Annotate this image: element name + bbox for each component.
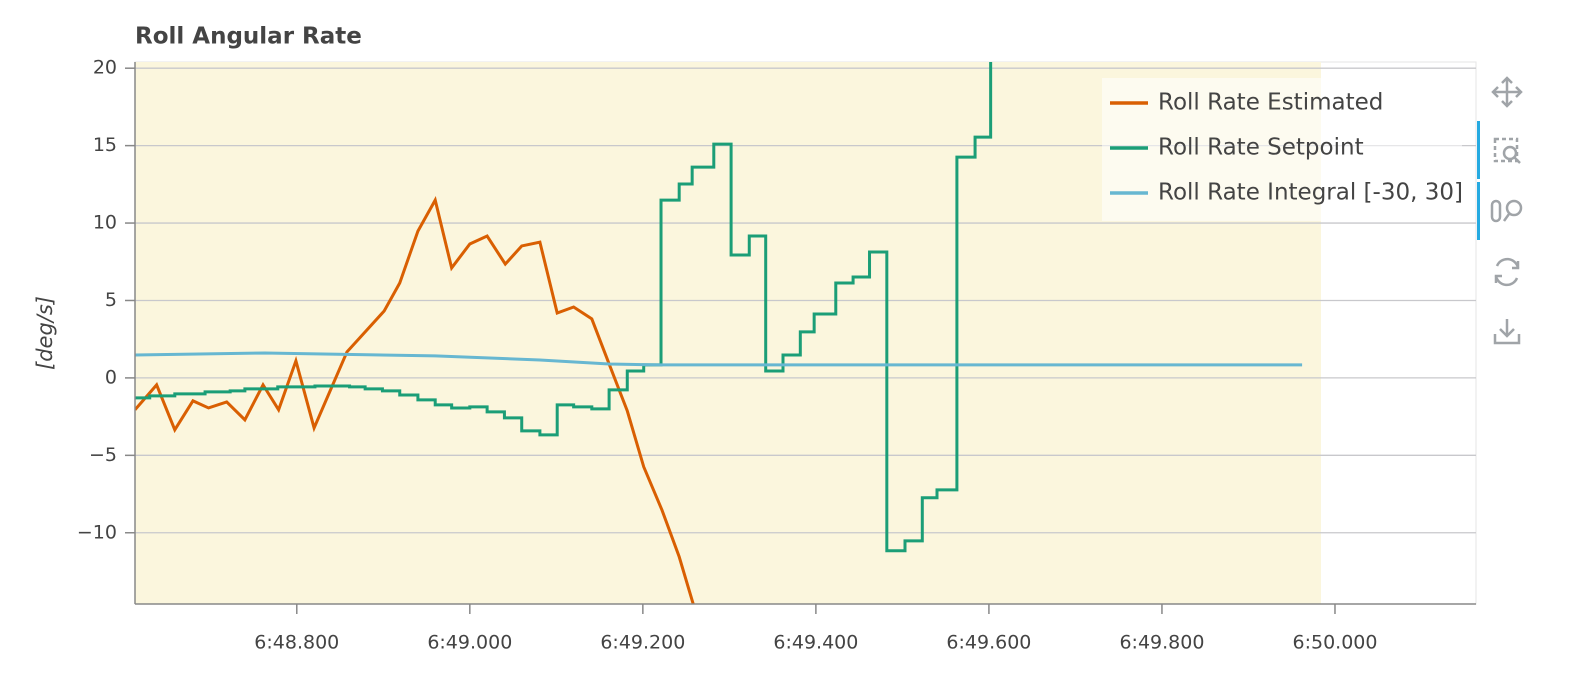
y-tick-label: 5 xyxy=(105,289,117,311)
series-line xyxy=(135,62,993,553)
y-tick-label: 10 xyxy=(93,212,117,234)
reset-tool[interactable] xyxy=(1494,257,1520,287)
active-indicator xyxy=(1477,182,1480,240)
legend-label: Roll Rate Estimated xyxy=(1158,90,1383,116)
toolbar xyxy=(1477,76,1523,345)
wheel-zoom-tool[interactable] xyxy=(1490,199,1523,223)
save-tool[interactable] xyxy=(1493,319,1521,345)
box-zoom-tool[interactable] xyxy=(1493,137,1521,164)
legend-label: Roll Rate Setpoint xyxy=(1158,135,1364,161)
y-tick-label: −5 xyxy=(89,444,117,466)
legend-box xyxy=(1102,78,1462,221)
x-tick-label: 6:49.200 xyxy=(600,632,685,654)
legend-label: Roll Rate Integral [-30, 30] xyxy=(1158,180,1463,206)
x-tick-label: 6:49.800 xyxy=(1119,632,1204,654)
x-tick-label: 6:50.000 xyxy=(1292,632,1377,654)
y-tick-label: 15 xyxy=(93,134,117,156)
pan-tool[interactable] xyxy=(1491,76,1523,108)
x-tick-label: 6:49.400 xyxy=(773,632,858,654)
x-tick-label: 6:49.000 xyxy=(427,632,512,654)
chart-title: Roll Angular Rate xyxy=(135,24,362,50)
y-tick-label: −10 xyxy=(77,521,117,543)
x-tick-label: 6:48.800 xyxy=(254,632,339,654)
active-indicator xyxy=(1477,121,1480,179)
y-tick-label: 20 xyxy=(93,57,117,79)
y-axis-label: [deg/s] xyxy=(33,296,57,370)
y-tick-label: 0 xyxy=(105,366,117,388)
series-line xyxy=(135,351,1303,367)
x-tick-label: 6:49.600 xyxy=(946,632,1031,654)
